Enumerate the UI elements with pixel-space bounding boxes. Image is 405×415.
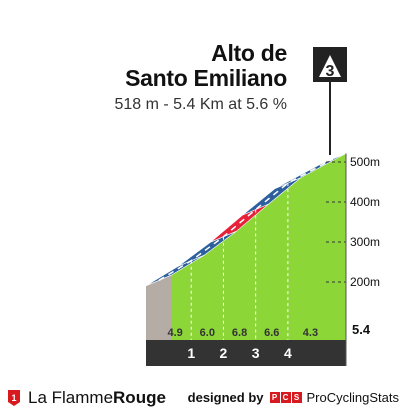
distance-label: 5.4: [352, 322, 371, 337]
km-marker-3: 3: [252, 345, 260, 361]
category-number: 3: [326, 63, 335, 80]
road-centerline: [158, 158, 334, 281]
designed-by-label: designed by: [187, 390, 264, 405]
distance-base: [146, 340, 346, 366]
gradient-label-1: 4.9: [167, 327, 182, 339]
y-tick-label-300: 300m: [350, 235, 380, 249]
gradient-label-2: 6.0: [200, 327, 215, 339]
climb-subtitle: 518 m - 5.4 Km at 5.6 %: [114, 96, 287, 113]
km-marker-2: 2: [220, 345, 228, 361]
profile-side-face: [146, 274, 172, 340]
climb-title-line2: Santo Emiliano: [125, 65, 287, 91]
gradient-label-4: 6.6: [264, 327, 279, 339]
km-marker-4: 4: [284, 345, 292, 361]
y-tick-label-500: 500m: [350, 155, 380, 169]
svg-text:1: 1: [11, 393, 16, 403]
y-tick-label-400: 400m: [350, 195, 380, 209]
climb-profile-chart: 3 1 2 3 4 4.9 6.0 6.8 6.6 4.3 200m 300m 400m 500m 5.4: [145, 47, 380, 366]
brand-name: La FlammeRouge: [28, 388, 166, 407]
category-triangle-icon: [319, 55, 341, 77]
climb-title-line1: Alto de: [211, 40, 287, 66]
km-marker-1: 1: [187, 345, 195, 361]
laflammerouge-logo: 1 La FlammeRouge: [6, 388, 166, 408]
pcs-name: ProCyclingStats: [306, 390, 399, 405]
flag-icon: 1: [8, 390, 20, 406]
y-tick-label-200: 200m: [350, 275, 380, 289]
gradient-label-3: 6.8: [232, 327, 247, 339]
profile-area: [172, 153, 346, 340]
gradient-label-5: 4.3: [303, 327, 318, 339]
